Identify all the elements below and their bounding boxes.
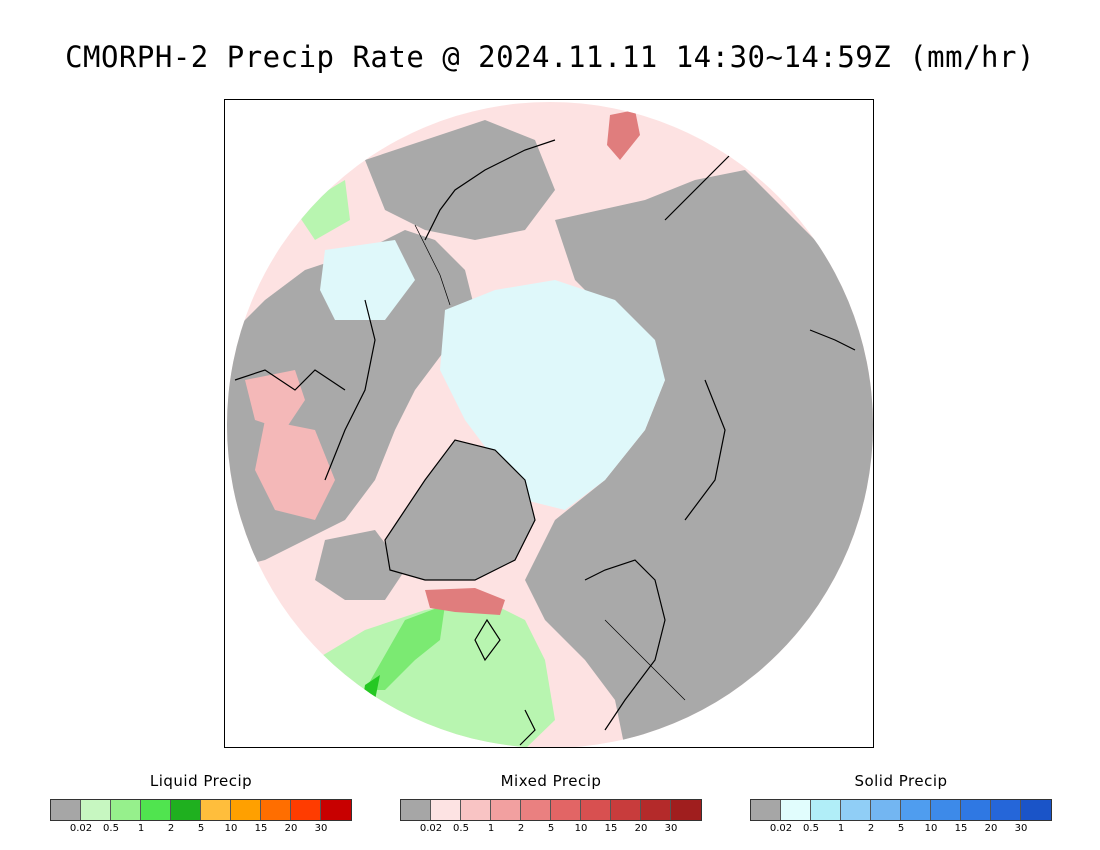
rain-region-pacific: [295, 180, 350, 240]
legend-swatch: [461, 800, 491, 820]
legend-tick-label: 30: [664, 823, 678, 834]
legend-tick-label: 15: [954, 823, 968, 834]
legend-title: Mixed Precip: [500, 772, 602, 790]
legend-tick-label: 0.5: [453, 823, 469, 834]
no-precip-atlantic: [315, 530, 405, 600]
mixed-heavy-iceland: [425, 588, 505, 615]
chart-title: CMORPH-2 Precip Rate @ 2024.11.11 14:30~…: [65, 40, 1035, 74]
legend-tick-label: 1: [837, 823, 845, 834]
legend-swatch: [491, 800, 521, 820]
legend-swatch: [81, 800, 111, 820]
legend-swatch: [901, 800, 931, 820]
legend-tick-label: 0.02: [69, 823, 93, 834]
legend-swatch: [111, 800, 141, 820]
legend-ticks: 0.02 0.5 1 2 5 10 15 20 30: [400, 823, 702, 837]
legend-tick-label: 10: [924, 823, 938, 834]
legend-tick-label: 20: [634, 823, 648, 834]
legend-swatch: [871, 800, 901, 820]
legend-tick-label: 1: [487, 823, 495, 834]
borders: [414, 224, 686, 701]
legend-swatch: [781, 800, 811, 820]
legend-tick-label: 0.5: [803, 823, 819, 834]
legend-tick-label: 15: [604, 823, 618, 834]
legend-tick-label: 2: [517, 823, 525, 834]
legend-tick-label: 10: [224, 823, 238, 834]
legend-tick-label: 20: [984, 823, 998, 834]
no-precip-chukotka: [365, 120, 555, 240]
snow-region-canada: [320, 240, 415, 320]
map-canvas: [227, 102, 873, 747]
legend-swatch: [581, 800, 611, 820]
legend-swatch: [751, 800, 781, 820]
legend-ticks: 0.02 0.5 1 2 5 10 15 20 30: [750, 823, 1052, 837]
legend-solid: Solid Precip 0.02 0.5 1 2 5 10 15 20 30: [750, 772, 1052, 837]
legend-swatch: [171, 800, 201, 820]
legend-tick-label: 1: [137, 823, 145, 834]
legend-tick-label: 30: [314, 823, 328, 834]
legend-swatch: [141, 800, 171, 820]
legend-liquid: Liquid Precip 0.02 0.5 1 2 5 10 15 20 30: [50, 772, 352, 837]
legend-swatch: [231, 800, 261, 820]
legend-swatch: [51, 800, 81, 820]
legend-tick-label: 2: [867, 823, 875, 834]
legend-ticks: 0.02 0.5 1 2 5 10 15 20 30: [50, 823, 352, 837]
mixed-precip-canada: [255, 420, 335, 520]
mixed-heavy-bering: [607, 110, 640, 160]
legend-swatch: [201, 800, 231, 820]
legend-swatch: [431, 800, 461, 820]
legend-swatch: [811, 800, 841, 820]
rain-region-medium: [365, 605, 445, 690]
legend-tick-label: 0.5: [103, 823, 119, 834]
legend-colorbar: [50, 799, 352, 821]
legend-swatch: [961, 800, 991, 820]
legend-tick-label: 0.02: [769, 823, 793, 834]
legend-tick-label: 30: [1014, 823, 1028, 834]
legend-swatch: [521, 800, 551, 820]
legend-swatch: [261, 800, 291, 820]
legend-swatch: [841, 800, 871, 820]
legend-swatch: [641, 800, 671, 820]
legend-swatch: [671, 800, 701, 820]
legend-swatch: [551, 800, 581, 820]
legend-swatch: [401, 800, 431, 820]
legend-swatch: [931, 800, 961, 820]
legend-swatch: [991, 800, 1021, 820]
legend-swatch: [611, 800, 641, 820]
precip-map: [224, 99, 874, 748]
coastlines: [234, 139, 856, 746]
legend-swatch: [1021, 800, 1051, 820]
legend-tick-label: 15: [254, 823, 268, 834]
legend-swatch: [291, 800, 321, 820]
legend-colorbar: [400, 799, 702, 821]
legend-tick-label: 0.02: [419, 823, 443, 834]
legend-tick-label: 5: [197, 823, 205, 834]
legend-tick-label: 5: [547, 823, 555, 834]
legend-mixed: Mixed Precip 0.02 0.5 1 2 5 10 15 20 30: [400, 772, 702, 837]
mixed-precip-alaska: [245, 370, 305, 430]
legend-title: Liquid Precip: [149, 772, 253, 790]
legend-tick-label: 2: [167, 823, 175, 834]
legend-tick-label: 10: [574, 823, 588, 834]
legend-tick-label: 5: [897, 823, 905, 834]
legend-swatch: [321, 800, 351, 820]
greenland-landmass: [385, 440, 535, 580]
legend-title: Solid Precip: [854, 772, 948, 790]
legend-tick-label: 20: [284, 823, 298, 834]
legend-colorbar: [750, 799, 1052, 821]
